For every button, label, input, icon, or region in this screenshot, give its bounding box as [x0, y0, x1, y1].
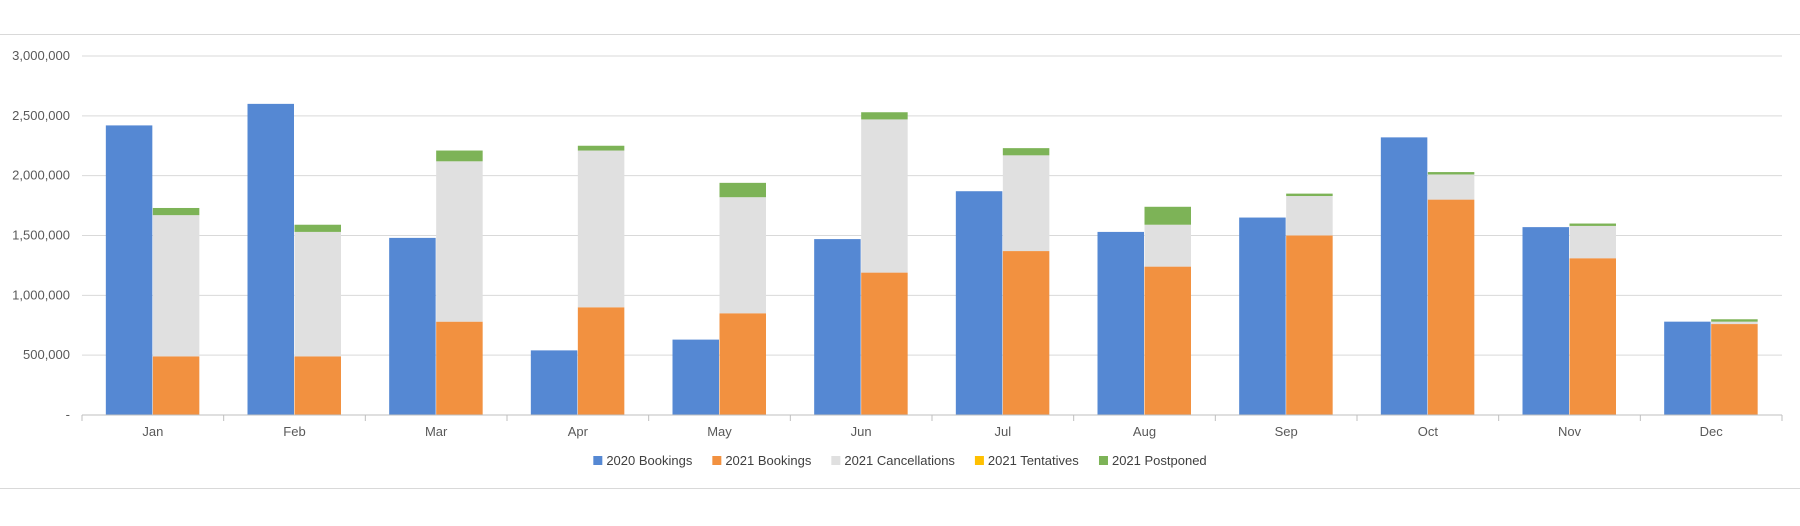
y-tick-label: - [66, 407, 70, 422]
bar-2021-postponed-sep [1286, 193, 1333, 197]
bar-2021-postponed-dec [1711, 319, 1758, 322]
legend-label: 2021 Bookings [725, 453, 812, 468]
gridlines [82, 55, 1782, 356]
axes: - 500,000 1,000,000 1,500,000 2,000,000 2,500… [12, 48, 1783, 439]
bar-2021-bookings-feb [294, 356, 341, 415]
bar-2021-cancellations-feb [294, 231, 341, 357]
bar-2021-bookings-dec [1711, 324, 1758, 415]
x-tick-label: Jan [142, 424, 163, 439]
x-tick-label: Aug [1133, 424, 1156, 439]
bar-2021-cancellations-jul [1002, 155, 1050, 252]
bar-2021-bookings-mar [436, 321, 483, 415]
x-tick-label: Jun [851, 424, 872, 439]
bar-2020-bookings-may [672, 339, 719, 415]
bar-2021-postponed-oct [1427, 172, 1475, 175]
bar-2021-bookings-jul [1002, 251, 1050, 415]
bar-2020-bookings-apr [530, 350, 578, 415]
legend: 2020 Bookings 2021 Bookings 2021 Cancellat… [593, 453, 1207, 468]
bar-2020-bookings-feb [247, 103, 294, 415]
bars [105, 103, 1758, 415]
bar-2021-postponed-jan [152, 207, 200, 216]
bar-2021-postponed-mar [436, 150, 483, 162]
bar-2020-bookings-dec [1664, 321, 1711, 415]
bar-2021-cancellations-dec [1711, 321, 1758, 325]
bar-2021-postponed-apr [577, 145, 625, 151]
legend-label: 2021 Cancellations [844, 453, 955, 468]
bar-2021-cancellations-may [719, 197, 766, 314]
bar-2021-cancellations-sep [1286, 196, 1333, 236]
bar-2020-bookings-sep [1239, 217, 1286, 415]
bar-2020-bookings-jan [105, 125, 153, 415]
y-tick-label: 3,000,000 [12, 48, 70, 63]
bar-2021-bookings-oct [1427, 199, 1475, 415]
bar-2021-postponed-may [719, 182, 766, 198]
bar-2021-cancellations-aug [1144, 224, 1191, 267]
legend-swatch-2021-cancellations [831, 456, 841, 465]
bar-2021-postponed-jul [1002, 148, 1050, 156]
bar-2021-postponed-feb [294, 224, 341, 232]
x-tick-label: Sep [1275, 424, 1298, 439]
bar-2021-postponed-nov [1569, 223, 1616, 226]
bar-2021-bookings-nov [1569, 258, 1616, 415]
bar-2021-bookings-apr [577, 307, 625, 415]
bar-2021-cancellations-nov [1569, 225, 1616, 259]
x-tick-label: Apr [568, 424, 589, 439]
bar-2021-bookings-sep [1286, 235, 1333, 415]
y-tick-label: 2,000,000 [12, 168, 70, 183]
bar-2020-bookings-jul [955, 191, 1003, 415]
bar-2021-cancellations-jun [861, 119, 908, 273]
bar-2020-bookings-oct [1380, 137, 1428, 415]
y-tick-label: 1,500,000 [12, 228, 70, 243]
legend-swatch-2021-postponed [1098, 456, 1108, 465]
x-tick-label: Nov [1558, 424, 1582, 439]
chart-frame: - 500,000 1,000,000 1,500,000 2,000,000 2,500… [0, 34, 1800, 489]
x-tick-label: Dec [1700, 424, 1724, 439]
bar-2021-cancellations-apr [577, 150, 625, 308]
legend-swatch-2021-bookings [712, 456, 722, 465]
bookings-chart: - 500,000 1,000,000 1,500,000 2,000,000 2,500… [12, 48, 1783, 468]
x-tick-label: Jul [995, 424, 1012, 439]
bar-2021-cancellations-oct [1427, 174, 1475, 200]
bar-2021-postponed-jun [861, 112, 908, 120]
x-tick-label: May [707, 424, 732, 439]
bar-2021-cancellations-mar [436, 161, 483, 322]
x-tick-label: Oct [1418, 424, 1439, 439]
bar-2021-cancellations-jan [152, 215, 200, 357]
y-tick-label: 2,500,000 [12, 108, 70, 123]
bar-2021-bookings-may [719, 313, 766, 415]
bar-2020-bookings-mar [389, 237, 436, 415]
legend-label: 2020 Bookings [606, 453, 693, 468]
legend-label: 2021 Tentatives [988, 453, 1079, 468]
x-tick-label: Feb [283, 424, 305, 439]
bar-2021-bookings-jun [861, 272, 908, 415]
bar-2020-bookings-jun [814, 239, 861, 415]
legend-label: 2021 Postponed [1112, 453, 1207, 468]
legend-swatch-2021-tentatives [974, 456, 984, 465]
x-tick-label: Mar [425, 424, 448, 439]
y-tick-label: 1,000,000 [12, 287, 70, 302]
y-tick-label: 500,000 [23, 347, 70, 362]
bar-2020-bookings-nov [1522, 227, 1569, 415]
bar-2021-postponed-aug [1144, 206, 1191, 225]
bar-2021-bookings-aug [1144, 266, 1191, 415]
bar-2020-bookings-aug [1097, 231, 1144, 415]
legend-swatch-2020-bookings [593, 456, 603, 465]
bar-2021-bookings-jan [152, 356, 200, 415]
